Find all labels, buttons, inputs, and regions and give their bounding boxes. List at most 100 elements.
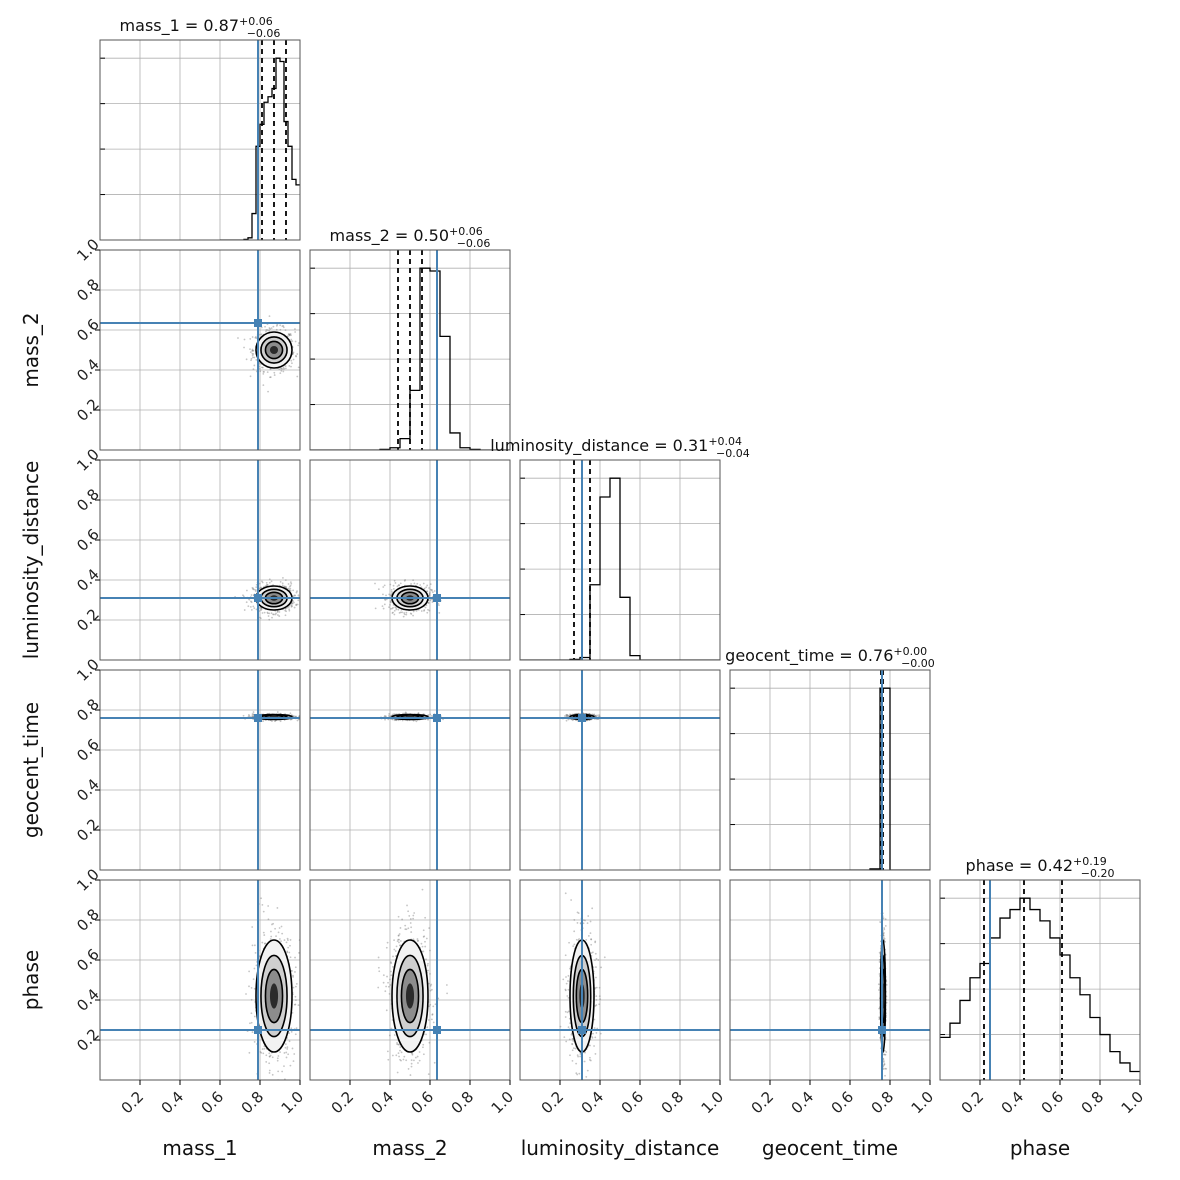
sample-point — [270, 935, 273, 938]
sample-point — [296, 375, 299, 378]
title-text: phase = 0.42+0.19 −0.20 — [966, 855, 1115, 880]
y-tick-label: 0.6 — [73, 525, 103, 555]
histogram-panel-mass-2: mass_2 = 0.50+0.06 −0.06 — [309, 225, 511, 451]
panel-frame — [309, 669, 511, 871]
sample-point — [398, 584, 401, 587]
sample-point — [284, 329, 287, 332]
sample-point — [297, 344, 300, 347]
sample-point — [283, 585, 286, 588]
sample-point — [274, 927, 277, 930]
sample-point — [270, 930, 272, 933]
sample-point — [269, 376, 271, 379]
sample-point — [261, 903, 264, 906]
sample-point — [289, 718, 292, 721]
sample-point — [246, 589, 248, 592]
sample-point — [427, 1073, 430, 1076]
sample-point — [294, 340, 297, 343]
sample-point — [282, 370, 285, 373]
sample-point — [292, 352, 295, 355]
sample-point — [295, 1027, 298, 1030]
sample-point — [286, 937, 289, 940]
sample-point — [593, 713, 596, 716]
density-contours — [255, 331, 293, 369]
sample-point — [249, 605, 252, 608]
sample-point — [412, 610, 415, 613]
title-text: mass_1 = 0.87+0.06 −0.06 — [120, 15, 281, 40]
sample-point — [268, 1072, 271, 1074]
y-tick-label: 0.2 — [73, 815, 103, 845]
panel-title: mass_1 = 0.87+0.06 −0.06 — [120, 15, 281, 40]
sample-point — [268, 578, 271, 581]
sample-point — [259, 370, 262, 373]
sample-point — [428, 593, 431, 595]
sample-point — [276, 1059, 279, 1062]
sample-point — [286, 951, 289, 954]
sample-point — [430, 589, 433, 592]
sample-point — [595, 715, 597, 718]
sample-point — [295, 999, 297, 1002]
sample-point — [292, 351, 295, 354]
sample-point — [397, 584, 400, 587]
sample-point — [427, 714, 430, 716]
sample-point — [265, 1054, 268, 1057]
y-tick-label: 1.0 — [73, 655, 103, 685]
panel-frame — [99, 249, 301, 451]
sample-point — [390, 974, 393, 977]
sample-point — [280, 940, 282, 943]
sample-point — [564, 715, 566, 717]
sample-point — [398, 611, 401, 614]
sample-point — [424, 606, 427, 609]
sample-point — [274, 613, 277, 616]
sample-point — [294, 715, 297, 718]
sample-point — [398, 933, 401, 935]
sample-point — [275, 328, 278, 331]
sample-point — [283, 939, 286, 942]
sample-point — [260, 1051, 263, 1054]
sample-point — [401, 1085, 403, 1087]
sample-point — [280, 925, 283, 928]
sample-point — [566, 714, 569, 717]
sample-point — [268, 612, 271, 615]
sample-point — [404, 711, 407, 714]
sample-point — [403, 579, 406, 582]
sample-point — [267, 390, 269, 393]
sample-point — [565, 714, 568, 717]
sample-point — [396, 585, 399, 588]
sample-point — [281, 1070, 284, 1073]
sample-point — [291, 362, 293, 365]
sample-point — [423, 587, 426, 590]
sample-point — [259, 617, 262, 620]
sample-point — [297, 594, 300, 597]
sample-point — [297, 366, 300, 369]
sample-point — [287, 333, 290, 335]
sample-point — [245, 358, 248, 361]
sample-point — [291, 970, 293, 972]
histogram-step — [220, 57, 300, 240]
sample-point — [262, 372, 265, 375]
panel-title: geocent_time = 0.76+0.00 −0.00 — [725, 645, 935, 670]
sample-point — [417, 712, 420, 715]
sample-point — [248, 715, 251, 717]
sample-point — [393, 719, 396, 722]
sample-point — [253, 356, 256, 359]
sample-point — [273, 374, 276, 376]
sample-point — [389, 583, 392, 586]
sample-point — [290, 1027, 293, 1030]
y-tick-label: 0.6 — [73, 945, 103, 975]
sample-point — [277, 1055, 280, 1057]
sample-point — [243, 609, 246, 611]
sample-point — [253, 607, 256, 610]
panel-frame — [99, 459, 301, 661]
sample-point — [250, 1021, 253, 1024]
sample-point — [288, 333, 291, 336]
sample-point — [377, 588, 380, 591]
title-name: mass_1 = 0.87 — [120, 16, 239, 36]
sample-point — [245, 993, 247, 995]
sample-point — [252, 368, 255, 371]
sample-point — [253, 1040, 256, 1043]
sample-point — [243, 338, 246, 341]
histogram-panel-geocent-time: geocent_time = 0.76+0.00 −0.00 — [725, 645, 935, 871]
sample-point — [287, 939, 289, 941]
sample-point — [566, 715, 569, 718]
